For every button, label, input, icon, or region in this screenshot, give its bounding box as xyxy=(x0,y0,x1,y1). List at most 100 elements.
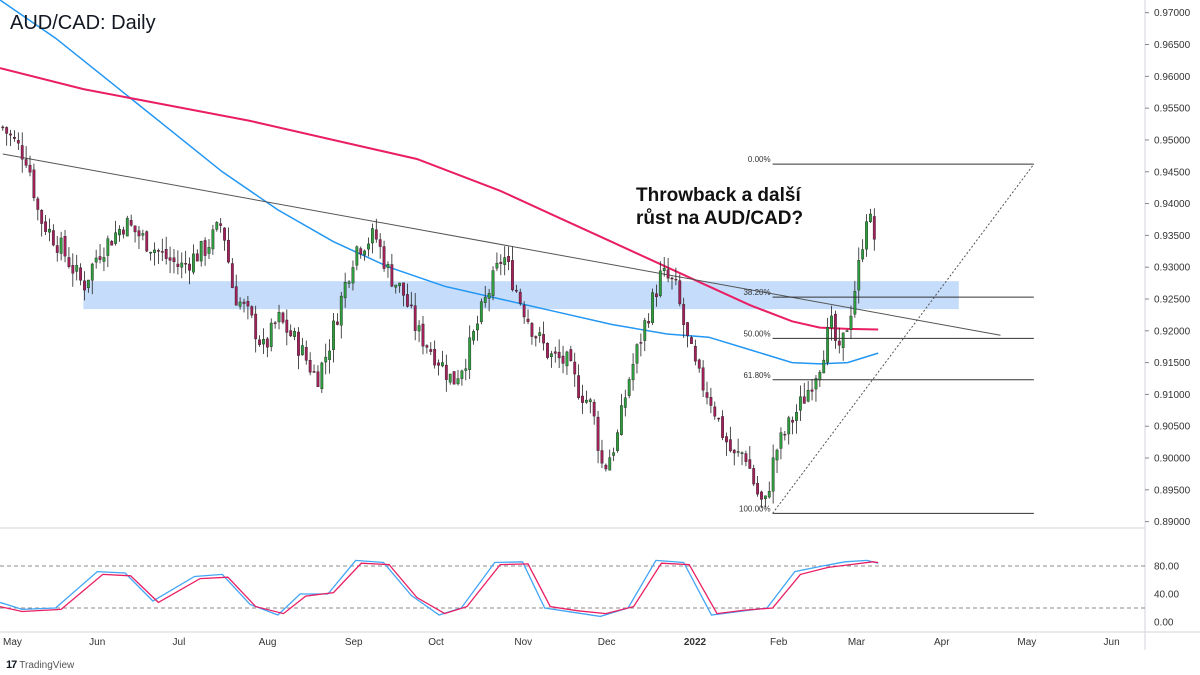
candle-body xyxy=(409,304,413,307)
candle-body xyxy=(791,419,795,423)
candle-body xyxy=(316,371,320,387)
candle-body xyxy=(721,416,724,438)
candle-body xyxy=(203,240,207,256)
y-tick-label: 0.96500 xyxy=(1154,40,1191,51)
candle-body xyxy=(195,253,199,262)
candle-body xyxy=(406,294,409,307)
candle-body xyxy=(378,239,382,247)
candle-body xyxy=(732,449,736,454)
candle-body xyxy=(398,282,402,287)
candle-body xyxy=(9,133,12,136)
candle-body xyxy=(717,417,721,420)
candle-body xyxy=(479,301,483,323)
y-tick-label: 0.91000 xyxy=(1154,390,1191,401)
candle-body xyxy=(273,322,277,324)
y-tick-label: 0.90000 xyxy=(1154,454,1191,465)
candle-body xyxy=(20,145,24,160)
candle-body xyxy=(441,362,444,367)
candle-body xyxy=(227,239,230,263)
candle-body xyxy=(837,340,841,346)
tradingview-brand[interactable]: 17 TradingView xyxy=(6,659,74,671)
candle-body xyxy=(798,396,802,411)
candle-body xyxy=(452,371,456,385)
candle-body xyxy=(390,264,394,287)
candle-body xyxy=(417,325,421,332)
candle-body xyxy=(565,351,569,367)
moving-average-slow-line xyxy=(0,67,879,331)
candle-body xyxy=(328,350,332,360)
x-tick-label: Apr xyxy=(934,637,950,648)
y-tick-label: 0.89000 xyxy=(1154,517,1191,528)
y-tick-label: 0.92500 xyxy=(1154,294,1191,305)
candle-body xyxy=(86,279,90,288)
x-tick-label: Nov xyxy=(514,637,532,648)
tradingview-logo-icon: 17 xyxy=(6,659,17,671)
candle-body xyxy=(129,220,133,226)
y-tick-label: 0.94500 xyxy=(1154,167,1191,178)
fib-level-label: 50.00% xyxy=(743,329,770,338)
candle-body xyxy=(639,342,643,344)
candle-body xyxy=(16,140,20,144)
oscillator-d-line xyxy=(0,561,879,615)
candle-body xyxy=(655,293,658,298)
y-tick-label: 0.93000 xyxy=(1154,263,1191,274)
candle-body xyxy=(300,345,304,356)
candle-body xyxy=(748,459,752,469)
candle-body xyxy=(826,327,830,363)
candle-body xyxy=(643,320,647,341)
y-tick-label: 0.97000 xyxy=(1154,8,1191,19)
candle-body xyxy=(756,483,759,495)
candle-body xyxy=(343,282,347,299)
candle-body xyxy=(705,392,709,398)
y-tick-label: 0.95500 xyxy=(1154,104,1191,115)
x-tick-label: Jun xyxy=(1104,637,1120,648)
candle-body xyxy=(830,315,833,329)
candle-body xyxy=(238,301,242,307)
y-tick-label: 0.95000 xyxy=(1154,135,1191,146)
candle-body xyxy=(48,228,51,233)
candle-body xyxy=(254,313,258,340)
candle-body xyxy=(219,223,223,226)
candle-body xyxy=(530,323,534,337)
candle-body xyxy=(425,345,429,348)
candle-body xyxy=(32,169,36,199)
candle-body xyxy=(635,344,639,364)
candle-body xyxy=(199,241,203,262)
candle-body xyxy=(658,270,662,296)
candle-body xyxy=(172,257,176,263)
candle-body xyxy=(114,232,118,244)
candle-body xyxy=(499,261,503,264)
candle-body xyxy=(760,491,763,500)
candle-body xyxy=(363,250,367,256)
candle-body xyxy=(402,282,405,296)
candle-body xyxy=(713,406,717,417)
candle-body xyxy=(223,227,226,241)
candle-body xyxy=(386,264,390,268)
candle-body xyxy=(612,452,616,456)
candle-body xyxy=(370,228,374,244)
candle-body xyxy=(324,356,328,363)
y-tick-label: 0.90500 xyxy=(1154,422,1191,433)
candle-body xyxy=(651,292,654,323)
y-tick-label: 0.93500 xyxy=(1154,231,1191,242)
x-tick-label: May xyxy=(3,637,22,648)
candle-body xyxy=(833,313,837,341)
candle-body xyxy=(141,233,145,236)
candle-body xyxy=(374,229,378,240)
candle-body xyxy=(802,396,806,404)
candle-body xyxy=(293,331,296,337)
candle-body xyxy=(355,246,359,266)
candle-body xyxy=(744,453,748,462)
candle-body xyxy=(59,237,63,254)
candle-body xyxy=(865,221,868,250)
candle-body xyxy=(265,338,269,348)
candle-body xyxy=(444,364,448,380)
candle-body xyxy=(616,432,619,451)
candle-body xyxy=(320,362,324,390)
candle-body xyxy=(861,249,865,260)
candle-body xyxy=(557,351,561,359)
candle-body xyxy=(71,265,75,274)
candle-body xyxy=(736,451,740,453)
candle-body xyxy=(456,378,460,385)
x-tick-label: Oct xyxy=(428,637,444,648)
